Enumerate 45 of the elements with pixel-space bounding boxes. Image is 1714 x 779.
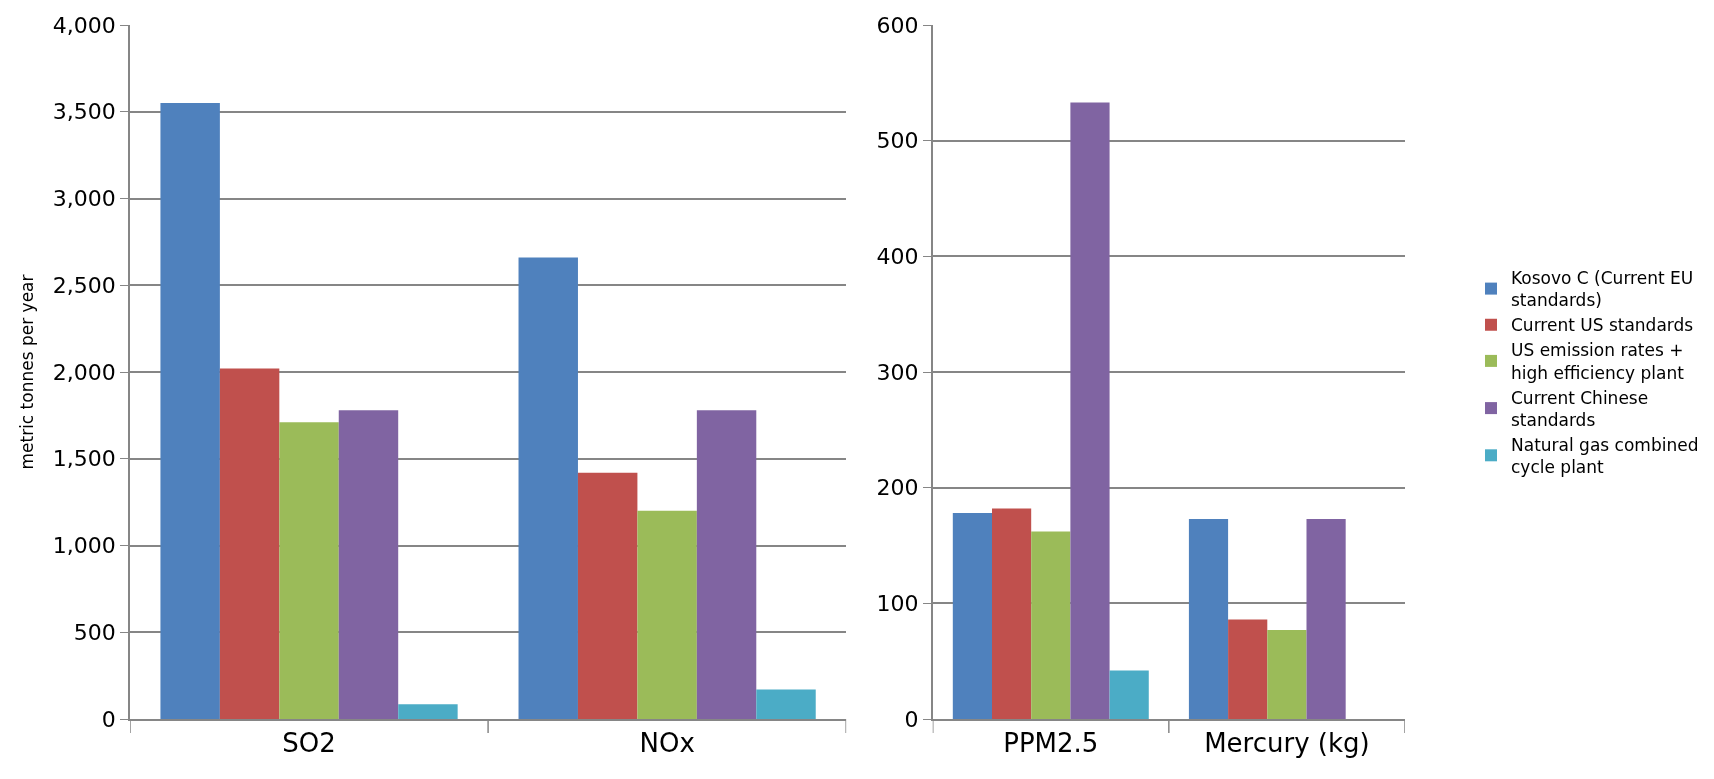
y-tick-label: 600	[876, 12, 919, 38]
y-tick-label: 0	[101, 706, 116, 732]
y-tick-label: 400	[876, 244, 919, 270]
legend-label: Kosovo C (Current EU standards)	[1511, 268, 1694, 311]
y-tick-label: 4,000	[52, 12, 116, 38]
y-tick-label: 3,000	[52, 186, 116, 212]
bar	[1306, 518, 1346, 719]
bar	[577, 472, 638, 719]
bar	[518, 257, 578, 719]
bar	[1188, 518, 1229, 719]
bar	[1228, 619, 1268, 719]
y-tick-label: 2,000	[52, 359, 116, 385]
bar	[1031, 531, 1071, 719]
y-tick-label: 3,500	[52, 99, 116, 125]
legend-label: Current US standards	[1511, 315, 1694, 336]
bar	[279, 422, 339, 719]
bar	[1109, 670, 1149, 719]
legend-label: US emission rates + high efficiency plant	[1511, 340, 1685, 383]
bar	[696, 410, 757, 719]
bar	[637, 510, 697, 719]
bar	[1070, 102, 1110, 719]
y-axis-title: metric tonnes per year	[16, 274, 37, 470]
y-tick-label: 200	[876, 475, 919, 501]
x-tick-label: SO2	[282, 727, 336, 758]
bar	[398, 704, 458, 719]
y-tick-label: 2,500	[52, 272, 116, 298]
bar	[1267, 629, 1307, 719]
bar	[338, 410, 399, 719]
x-tick-label: PPM2.5	[1003, 727, 1099, 758]
y-tick-label: 500	[73, 619, 116, 645]
bar	[219, 368, 280, 719]
y-tick-label: 500	[876, 128, 919, 154]
bar	[992, 508, 1032, 719]
y-tick-label: 300	[876, 359, 919, 385]
x-tick-label: NOx	[639, 727, 695, 758]
bar	[952, 513, 992, 719]
legend-label: Current Chinese standards	[1511, 387, 1649, 430]
y-tick-label: 0	[904, 706, 919, 732]
x-tick-label: Mercury (kg)	[1204, 727, 1370, 758]
y-tick-label: 1,000	[52, 533, 116, 559]
bar	[160, 103, 220, 719]
y-tick-label: 1,500	[52, 446, 116, 472]
y-tick-label: 100	[876, 591, 919, 617]
bar	[756, 689, 816, 719]
legend-label: Natural gas combined cycle plant	[1511, 434, 1699, 477]
